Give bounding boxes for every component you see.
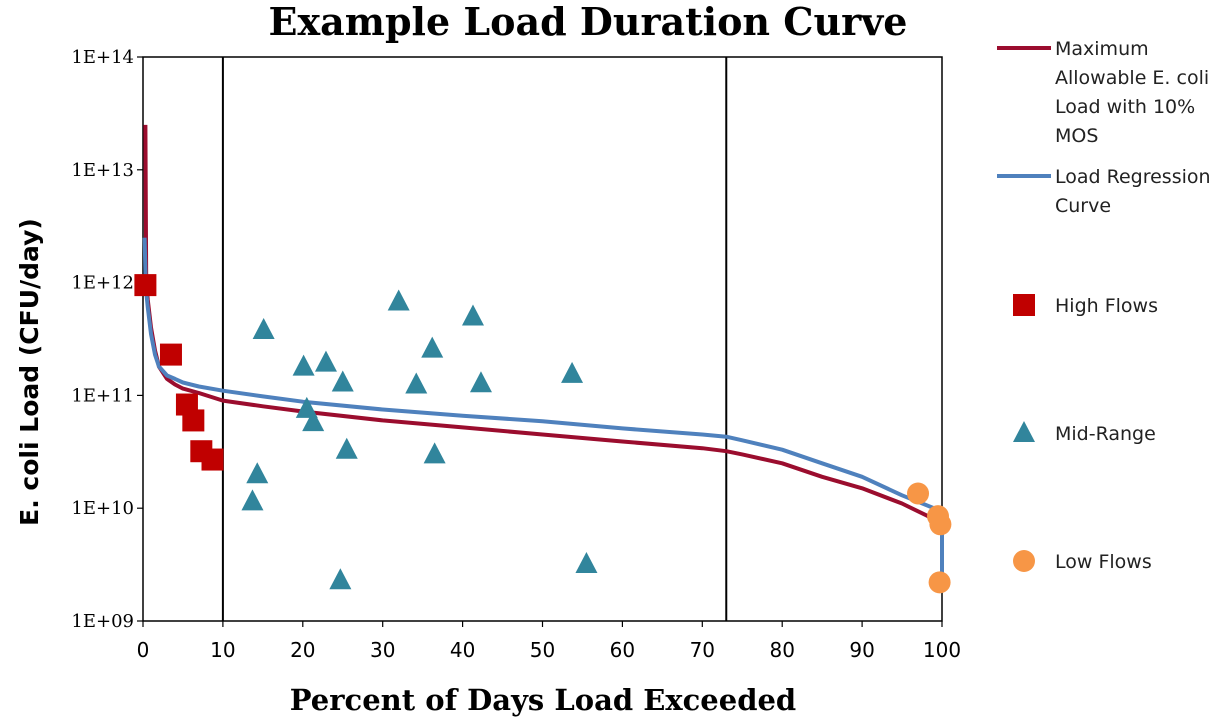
- series-3-point: [469, 371, 492, 393]
- legend-label-0: Maximum Allowable E. coli Load with 10% MOS: [1055, 38, 1209, 147]
- x-tick-label: 10: [210, 638, 235, 662]
- series-3-point: [314, 350, 337, 372]
- x-tick-label: 50: [530, 638, 555, 662]
- y-tick-label: 1E+12: [71, 273, 134, 294]
- series-3-point: [331, 370, 354, 392]
- legend-label-line: Maximum: [1055, 38, 1149, 60]
- series-2-point: [134, 274, 157, 297]
- series-3-point: [561, 361, 584, 383]
- series-3-point: [241, 489, 264, 511]
- legend-swatch-4: [1013, 550, 1035, 572]
- series-3-point: [335, 437, 358, 459]
- series-2-point: [201, 448, 224, 471]
- plot-area: 1E+09 1E+10 1E+11 1E+12 1E+13 1E+14 0 10 20 30 40 5…: [71, 47, 961, 662]
- x-tick-label: 30: [370, 638, 395, 662]
- series-3-point: [387, 289, 410, 311]
- series-3-point: [461, 304, 484, 326]
- x-axis-label: Percent of Days Load Exceeded: [290, 683, 796, 717]
- series-3-point: [575, 552, 598, 574]
- series-3-point: [302, 410, 325, 432]
- legend-swatch-3: [1013, 421, 1035, 442]
- x-tick-label: 0: [137, 638, 150, 662]
- legend-label-line: Curve: [1055, 195, 1111, 217]
- legend-label-line: Load with 10%: [1055, 96, 1195, 118]
- y-tick-label: 1E+14: [71, 47, 134, 68]
- legend-label-line: MOS: [1055, 125, 1098, 147]
- x-tick-label: 20: [290, 638, 315, 662]
- x-tick-label: 60: [610, 638, 635, 662]
- series-3-point: [292, 354, 315, 376]
- legend-label-line: Low Flows: [1055, 551, 1152, 573]
- y-tick-label: 1E+09: [71, 611, 134, 632]
- y-tick-label: 1E+10: [71, 498, 134, 519]
- series-line-1: [142, 237, 944, 593]
- series-2-point: [182, 409, 205, 432]
- series-3-point: [329, 568, 352, 590]
- series-3-point: [421, 336, 444, 358]
- legend-label-2: High Flows: [1055, 295, 1158, 317]
- series-3-point: [405, 372, 428, 394]
- legend-label-3: Mid-Range: [1055, 423, 1156, 445]
- legend-label-line: Load Regression: [1055, 166, 1211, 188]
- legend: Maximum Allowable E. coli Load with 10% MOS…: [997, 38, 1211, 573]
- series-3-point: [246, 462, 269, 484]
- y-axis-label: E. coli Load (CFU/day): [15, 218, 44, 526]
- legend-swatch-2: [1013, 294, 1035, 316]
- x-tick-label: 40: [450, 638, 475, 662]
- y-tick-label: 1E+13: [71, 160, 134, 181]
- legend-label-line: Allowable E. coli: [1055, 67, 1209, 89]
- series-3-point: [252, 318, 275, 340]
- series-3-point: [423, 442, 446, 464]
- series-4-point: [907, 482, 930, 505]
- series-2-point: [159, 343, 182, 366]
- legend-label-line: Mid-Range: [1055, 423, 1156, 445]
- legend-label-4: Low Flows: [1055, 551, 1152, 573]
- x-tick-label: 100: [923, 638, 961, 662]
- series-4-point: [928, 571, 951, 594]
- chart-title: Example Load Duration Curve: [269, 0, 908, 44]
- legend-label-1: Load Regression Curve: [1055, 166, 1211, 217]
- x-tick-label: 90: [849, 638, 874, 662]
- x-tick-label: 70: [690, 638, 715, 662]
- legend-label-line: High Flows: [1055, 295, 1158, 317]
- series-4-point: [929, 513, 952, 536]
- y-tick-label: 1E+11: [71, 385, 134, 406]
- x-tick-label: 80: [769, 638, 794, 662]
